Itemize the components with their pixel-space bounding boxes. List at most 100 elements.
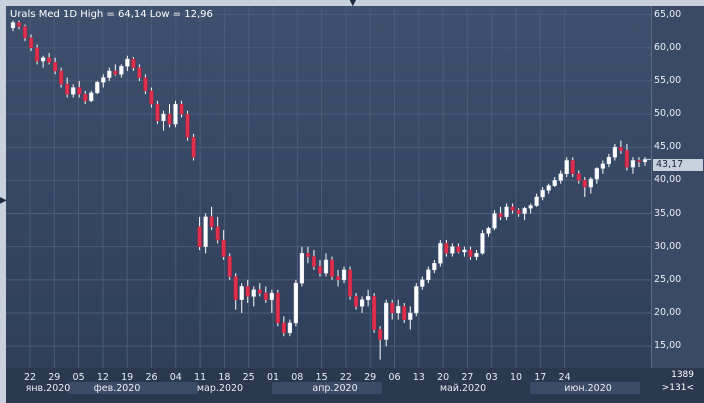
candle [498,206,503,221]
x-tick-label: 19 [121,372,134,383]
candle [221,230,226,260]
candle [576,170,581,184]
candle [233,273,238,310]
candle [552,177,557,187]
candle [287,319,292,337]
chart-title: Urals Med 1D High = 64,14 Low = 12,96 [10,9,213,20]
price-axis[interactable] [651,6,704,368]
candle [34,44,40,65]
candle [600,160,605,174]
candle [329,256,335,280]
y-tick-label: 35,00 [654,207,682,219]
candle [71,84,76,98]
candle [179,100,184,118]
candle [239,283,244,313]
candle [444,240,449,257]
candle [269,289,274,313]
candle [450,243,455,257]
y-tick-label: 30,00 [654,240,682,252]
x-tick-label: 29 [364,372,377,383]
candle [612,143,618,161]
plot-area[interactable] [6,6,651,368]
expand-panel-arrow-icon[interactable]: ▶ [0,195,7,206]
x-tick-label: 24 [558,372,571,383]
candle [474,249,479,260]
x-tick-label: 26 [145,372,158,383]
candle [582,177,587,197]
month-label: июн.2020 [564,383,612,394]
candle [311,249,317,270]
candle [636,157,642,168]
x-tick-label: 25 [242,372,255,383]
candle [245,279,250,304]
candle [28,34,34,52]
candle [53,57,58,75]
candle [510,203,515,214]
candle [396,299,401,320]
y-tick-label: 15,00 [654,340,682,352]
candle [119,64,124,78]
candle [167,104,172,128]
candle [420,276,425,290]
candle [426,266,431,284]
candle [359,296,365,313]
candle [197,216,202,250]
x-tick-label: 03 [485,372,498,383]
x-tick-label: 17 [534,372,547,383]
candle [22,24,28,42]
candle [281,316,286,337]
candle [522,206,527,221]
candle [480,230,485,255]
candle [251,286,256,307]
left-edge [0,6,6,403]
candle [384,299,389,347]
candle [540,187,545,201]
month-band [68,382,198,394]
candle [161,110,166,131]
x-tick-label: 22 [339,372,352,383]
candle [516,208,521,217]
candle [353,293,359,310]
candle [570,157,575,178]
candle [89,90,94,103]
candle [65,77,70,98]
candle [558,170,563,184]
candle [125,55,130,71]
y-tick-label: 20,00 [654,306,682,318]
axis-corner: 1389 >131< [651,368,704,403]
candle [257,283,262,297]
candle [378,326,383,360]
y-tick-label: 55,00 [654,74,682,86]
scroll-up-arrow-icon[interactable]: ▼ [349,0,357,8]
month-label: янв.2020 [25,383,71,394]
candle [408,306,413,330]
candle [77,80,82,98]
candle [534,193,539,207]
candle [414,283,419,317]
candle [528,203,533,214]
candle [209,206,214,231]
x-tick-label: 13 [412,372,425,383]
candle [173,100,178,128]
candle [137,64,142,81]
candle [95,80,100,95]
candle [83,90,88,105]
candle [624,143,630,171]
candle [486,226,491,237]
candle [462,246,467,257]
candle [16,20,22,30]
candle [113,64,118,76]
candle [203,213,208,254]
month-band [272,382,382,394]
month-label: май.2020 [439,383,487,394]
candle [101,74,106,88]
candle [438,240,443,267]
candle [546,183,551,194]
candle [317,259,323,277]
candle [594,167,599,184]
candle [504,203,509,221]
candle [390,299,395,320]
candle [305,246,311,264]
last-price-tag: 43,17 [653,159,703,171]
